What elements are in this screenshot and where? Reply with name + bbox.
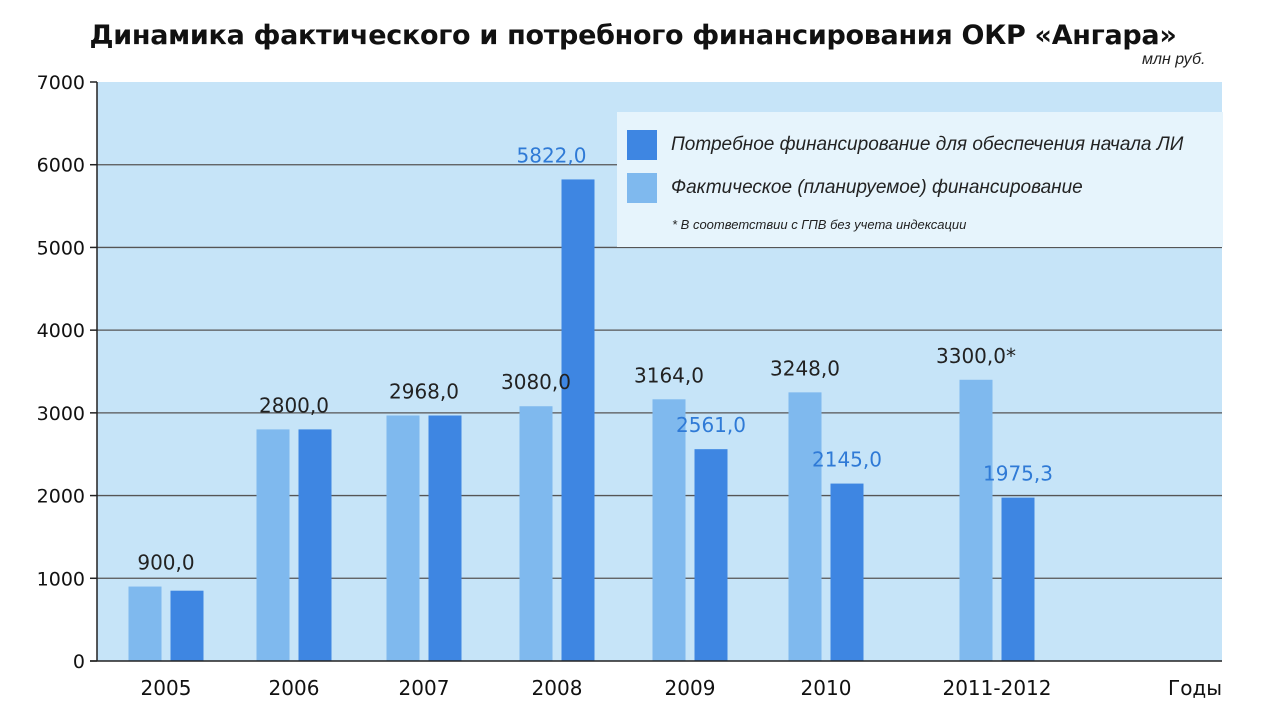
- bar-required-2010: [830, 483, 864, 661]
- value-label-required-2011-2012: 1975,3: [983, 462, 1053, 486]
- x-axis-title: Годы: [1168, 676, 1223, 700]
- x-tick-label-2008: 2008: [532, 676, 583, 700]
- bar-actual-2008: [519, 406, 553, 661]
- bar-required-2011-2012: [1001, 497, 1035, 661]
- legend-item-required: Потребное финансирование для обеспечения…: [627, 130, 1183, 160]
- value-label-actual-2011-2012: 3300,0*: [936, 344, 1016, 368]
- y-tick-label: 4000: [37, 320, 85, 342]
- legend-swatch-required: [627, 130, 657, 160]
- legend-item-actual: Фактическое (планируемое) финансирование: [627, 173, 1083, 203]
- y-tick-label: 1000: [37, 568, 85, 590]
- legend-label-required: Потребное финансирование для обеспечения…: [671, 134, 1184, 155]
- bar-actual-2007: [386, 415, 420, 661]
- x-tick-label-2011-2012: 2011-2012: [942, 676, 1051, 700]
- value-label-required-2010: 2145,0: [812, 448, 882, 472]
- bar-required-2005: [170, 590, 204, 661]
- x-tick-label-2006: 2006: [269, 676, 320, 700]
- legend-footnote: * В соответствии с ГПВ без учета индекса…: [672, 217, 967, 232]
- x-tick-label-2007: 2007: [399, 676, 450, 700]
- value-label-actual-2008: 3080,0: [501, 370, 571, 394]
- y-tick-label: 2000: [37, 486, 85, 508]
- bar-actual-2011-2012: [959, 379, 993, 661]
- y-tick-label: 7000: [37, 72, 85, 94]
- x-tick-label-2010: 2010: [801, 676, 852, 700]
- x-tick-label-2005: 2005: [141, 676, 192, 700]
- value-label-actual-2006: 2800,0: [259, 393, 329, 417]
- value-label-actual-2010: 3248,0: [770, 356, 840, 380]
- y-tick-label: 6000: [37, 155, 85, 177]
- bar-actual-2010: [788, 392, 822, 661]
- y-tick-label: 3000: [37, 403, 85, 425]
- chart-title: Динамика фактического и потребного финан…: [89, 20, 1177, 51]
- unit-label: млн руб.: [1142, 51, 1206, 68]
- bar-actual-2009: [652, 399, 686, 661]
- x-tick-label-2009: 2009: [665, 676, 716, 700]
- bar-required-2009: [694, 449, 728, 661]
- y-tick-label: 5000: [37, 237, 85, 259]
- value-label-actual-2007: 2968,0: [389, 380, 459, 404]
- value-label-required-2009: 2561,0: [676, 413, 746, 437]
- bar-actual-2006: [256, 429, 290, 661]
- bar-required-2007: [428, 415, 462, 661]
- legend-label-actual: Фактическое (планируемое) финансирование: [671, 177, 1083, 198]
- legend-swatch-actual: [627, 173, 657, 203]
- value-label-required-2008: 5822,0: [517, 143, 587, 167]
- legend: Потребное финансирование для обеспечения…: [617, 112, 1223, 247]
- y-tick-label: 0: [73, 651, 85, 673]
- value-label-actual-2009: 3164,0: [634, 363, 704, 387]
- bar-required-2008: [561, 179, 595, 661]
- bar-actual-2005: [128, 586, 162, 661]
- value-label-actual-2005: 900,0: [137, 551, 194, 575]
- bar-required-2006: [298, 429, 332, 661]
